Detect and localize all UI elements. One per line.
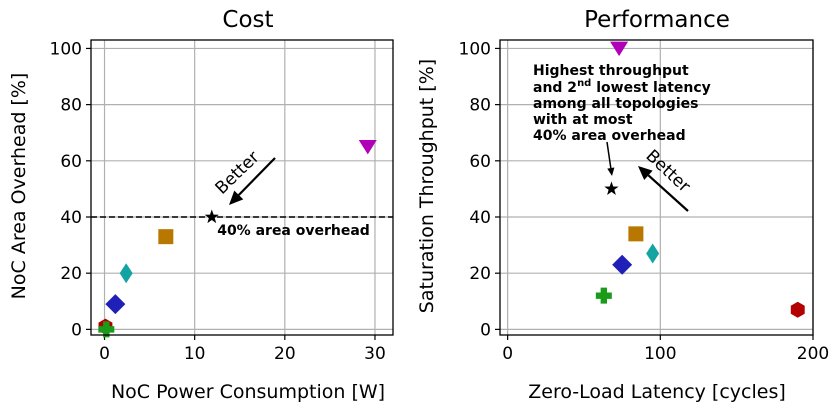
tick-label-x: 0 (502, 344, 513, 364)
point-red-hexagon (790, 301, 805, 318)
tick-label-y: 60 (60, 152, 82, 172)
cost-grid (91, 40, 393, 335)
point-brown-square (158, 229, 174, 245)
arrow-head (607, 167, 615, 176)
tick-label-x: 30 (364, 344, 386, 364)
tick-label-y: 20 (60, 264, 82, 284)
better-arrow-cost (229, 157, 276, 205)
point-black-star (604, 181, 619, 195)
tick-label-y: 0 (480, 320, 491, 340)
cost-xlabel: NoC Power Consumption [W] (111, 381, 385, 403)
note-line-1: Highest throughput (533, 63, 689, 79)
cost-axes-frame (90, 39, 394, 336)
tick-label-x: 20 (274, 344, 296, 364)
topology-note: Highest throughput and 2nd lowest latenc… (533, 63, 711, 144)
arrow-head (638, 166, 653, 181)
point-brown-square (628, 226, 644, 242)
tick-label-x: 200 (797, 344, 829, 364)
performance-ticks: 0 100 200 0 20 40 60 80 100 (459, 39, 830, 364)
point-teal-diamond (119, 263, 133, 284)
tick-label-y: 100 (50, 39, 82, 59)
point-green-plus (98, 321, 115, 338)
cost-ylabel: NoC Area Overhead [%] (8, 73, 30, 300)
arrow-shaft (647, 174, 689, 212)
tick-label-y: 60 (469, 152, 491, 172)
note-line-4: with at most (533, 112, 633, 128)
tick-label-y: 40 (469, 208, 491, 228)
point-black-star (204, 209, 219, 224)
performance-panel: Performance 0 100 200 0 20 40 60 80 100 Highest … (416, 7, 829, 403)
point-teal-diamond (646, 243, 660, 264)
performance-xlabel: Zero-Load Latency [cycles] (528, 381, 786, 403)
cost-panel: Cost 0 10 20 30 0 20 40 60 80 100 Better 40% area… (8, 7, 394, 403)
tick-label-y: 40 (60, 208, 82, 228)
arrow-shaft (238, 157, 276, 196)
better-arrow-performance (638, 166, 689, 212)
threshold-label: 40% area overhead (217, 223, 370, 239)
point-blue-diamond (612, 254, 633, 275)
performance-axes-frame (499, 39, 814, 336)
better-label-cost: Better (212, 147, 264, 198)
note-line-3: among all topologies (533, 96, 698, 112)
point-green-plus (595, 287, 612, 304)
performance-ylabel: Saturation Throughput [%] (416, 59, 438, 313)
performance-points (595, 41, 805, 318)
tick-label-y: 80 (60, 96, 82, 116)
point-purple-triangle (358, 140, 377, 155)
tick-label-x: 100 (644, 344, 676, 364)
point-blue-diamond (105, 294, 126, 315)
tick-label-x: 0 (99, 344, 110, 364)
tick-label-x: 10 (184, 344, 206, 364)
note-line-2: and 2nd lowest latency (533, 78, 711, 96)
cost-points (98, 140, 377, 338)
tick-label-y: 20 (469, 264, 491, 284)
cost-ticks: 0 10 20 30 0 20 40 60 80 100 (50, 39, 386, 364)
note-arrow (606, 141, 615, 176)
cost-title: Cost (222, 7, 273, 33)
performance-title: Performance (584, 7, 730, 33)
note-line-5: 40% area overhead (533, 128, 686, 144)
point-purple-triangle (610, 41, 629, 57)
arrow-shaft (606, 141, 612, 169)
arrow-head (229, 190, 244, 205)
tick-label-y: 100 (459, 39, 491, 59)
tick-label-y: 0 (71, 320, 82, 340)
tick-label-y: 80 (469, 96, 491, 116)
